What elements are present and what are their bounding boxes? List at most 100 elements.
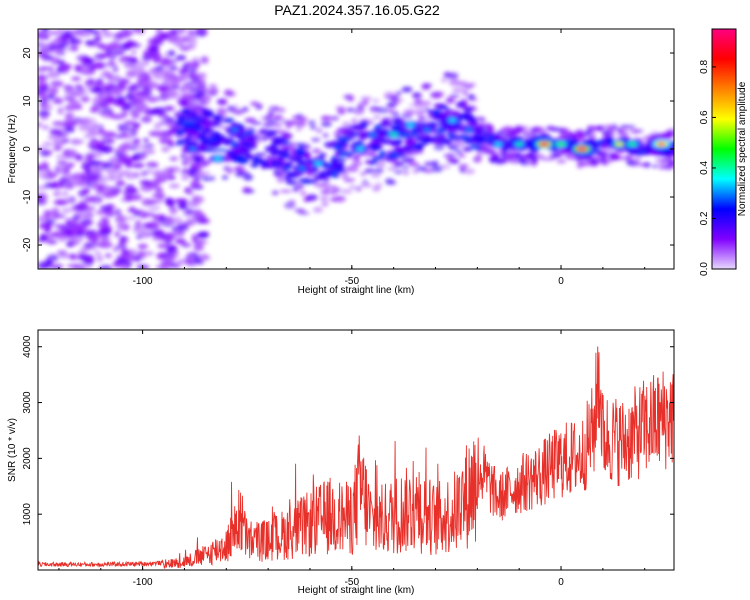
spectrogram-speckle	[123, 216, 136, 221]
spectrogram-ridge-cell	[643, 147, 651, 154]
spectrogram-speckle	[82, 188, 91, 194]
spectrogram-speckle	[590, 159, 602, 164]
spectrogram-speckle	[165, 90, 179, 96]
spectrogram-speckle	[411, 168, 420, 174]
spectrogram-speckle	[77, 254, 92, 261]
spectrogram-speckle	[417, 115, 425, 121]
x-tick-label: -50	[345, 577, 360, 588]
spectrogram-speckle	[472, 156, 482, 163]
spectrogram-speckle	[115, 180, 125, 187]
spectrogram-ridge-cell	[285, 161, 293, 167]
colorbar-tick-label: 0.8	[699, 60, 710, 74]
spectrogram-ridge-cell	[378, 150, 387, 157]
spectrogram-speckle	[137, 243, 148, 250]
y-tick-label: -20	[22, 237, 33, 252]
spectrogram-speckle	[617, 130, 629, 136]
spectrogram-speckle	[134, 69, 148, 75]
spectrogram-ridge-cell	[390, 140, 402, 144]
spectrogram-speckle	[112, 245, 120, 253]
spectrogram-ridge-cell	[384, 122, 394, 127]
spectrogram-speckle	[101, 236, 112, 242]
spectrogram-speckle	[625, 155, 633, 160]
spectrogram-speckle	[151, 234, 162, 242]
spectrogram-ridge-cell	[222, 118, 230, 123]
spectrogram-ridge-cell	[583, 141, 592, 146]
spectrogram-speckle	[445, 99, 455, 104]
spectrogram-speckle	[82, 260, 94, 265]
spectrogram-ridge-cell	[492, 135, 501, 140]
spectrogram-speckle	[423, 83, 433, 87]
spectrogram-speckle	[152, 229, 165, 237]
spectrogram-speckle	[89, 107, 99, 113]
spectrogram-speckle	[125, 184, 135, 190]
spectrogram-speckle	[120, 132, 129, 139]
spectrogram-speckle	[96, 78, 104, 84]
spectrogram-speckle	[184, 81, 197, 86]
spectrogram-speckle	[62, 96, 76, 101]
spectrogram-ridge-cell	[200, 147, 213, 152]
spectrogram-speckle	[116, 77, 131, 85]
spectrogram-speckle	[389, 180, 397, 185]
spectrogram-speckle	[367, 119, 375, 126]
spectrogram-speckle	[40, 66, 50, 71]
spectrogram-ridge-cell	[438, 134, 447, 138]
spectrogram-speckle	[278, 172, 286, 177]
spectrogram-ridge-cell	[196, 136, 211, 141]
spectrogram-speckle	[38, 164, 42, 171]
spectrogram-speckle	[68, 99, 80, 106]
spectrogram-speckle	[306, 194, 318, 202]
spectrogram-ridge-cell	[403, 144, 415, 152]
spectrogram-speckle	[509, 158, 520, 164]
spectrogram-speckle	[173, 80, 181, 87]
spectrogram-speckle	[137, 61, 150, 67]
spectrogram-speckle	[61, 138, 71, 144]
spectrogram-speckle	[391, 111, 400, 118]
spectrogram-speckle	[244, 117, 256, 124]
spectrogram-speckle	[178, 68, 189, 75]
spectrogram-speckle	[351, 161, 363, 166]
spectrogram-speckle	[38, 91, 48, 99]
spectrogram-speckle	[423, 107, 430, 112]
spectrogram-speckle	[61, 132, 69, 137]
spectrogram-speckle	[323, 187, 331, 195]
spectrogram-speckle	[523, 129, 536, 136]
spectrogram-speckle	[258, 135, 269, 142]
spectrogram-speckle	[312, 206, 324, 213]
y-tick-label: 0	[22, 146, 33, 152]
spectrogram-speckle	[149, 131, 161, 137]
spectrogram-speckle	[432, 91, 445, 98]
spectrogram-speckle	[102, 191, 115, 199]
spectrogram-ridge-cell	[333, 144, 343, 151]
spectrogram-speckle	[526, 152, 538, 159]
spectrogram-peak	[423, 128, 432, 132]
spectrogram-speckle	[65, 217, 73, 225]
colorbar-tick-label: 0.0	[699, 262, 710, 276]
spectrogram-peak	[314, 161, 323, 165]
spectrogram-speckle	[50, 80, 64, 87]
spectrogram-speckle	[84, 79, 94, 87]
spectrogram-speckle	[347, 165, 359, 173]
spectrogram-speckle	[56, 29, 66, 33]
spectrogram-speckle	[191, 234, 198, 242]
spectrogram-peak	[230, 128, 239, 132]
spectrogram-speckle	[199, 101, 207, 105]
spectrogram-speckle	[178, 202, 188, 210]
spectrogram-speckle	[96, 255, 104, 263]
spectrogram-speckle	[98, 264, 113, 269]
spectrogram-speckle	[174, 238, 186, 245]
spectrogram-speckle	[41, 124, 50, 130]
spectrogram-speckle	[457, 153, 466, 159]
spectrogram-speckle	[56, 59, 66, 65]
spectrogram-speckle	[353, 109, 365, 116]
spectrogram-speckle	[330, 116, 340, 121]
spectrogram-speckle	[463, 168, 475, 175]
spectrogram-speckle	[461, 146, 472, 152]
spectrogram-speckle	[345, 107, 356, 113]
spectrogram-speckle	[124, 163, 134, 169]
spectrogram-speckle	[451, 88, 464, 93]
spectrogram-speckle	[190, 67, 197, 74]
spectrogram-speckle	[55, 213, 66, 219]
colorbar-tick-label: 0.4	[699, 161, 710, 175]
spectrogram-ridge-cell	[430, 122, 443, 127]
spectrogram-speckle	[53, 145, 62, 151]
